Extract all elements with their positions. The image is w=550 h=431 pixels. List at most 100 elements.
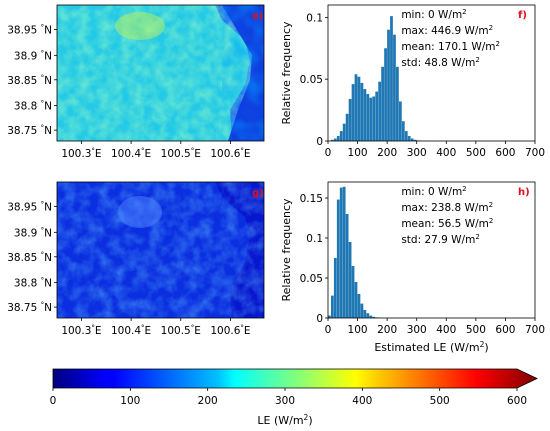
y-tick-label: 38.95 °N (7, 23, 52, 36)
x-tick-label: 600 (495, 324, 515, 336)
y-tick-label: 38.9 °N (14, 226, 52, 239)
stat-std: std: 27.9 W/m2 (401, 233, 479, 246)
x-tick-label: 200 (377, 147, 397, 159)
histogram-panel-f: 0 100 200 300 400 500 600 700 0 0.05 0.1 Relative f… (280, 4, 545, 159)
y-tick-label: 38.75 °N (7, 124, 52, 137)
x-tick-label: 700 (525, 324, 545, 336)
panel-label-g: g) (252, 188, 264, 199)
histogram-bar (348, 242, 352, 318)
colorbar-tick-label: 600 (507, 395, 527, 407)
colorbar-tick-label: 500 (430, 395, 450, 407)
y-tick-label: 38.85 °N (7, 74, 52, 87)
panel-label: f) (518, 10, 527, 21)
colorbar-gradient (52, 368, 538, 389)
histogram-bar (413, 139, 417, 141)
x-tick-label: 100.6°E (210, 147, 250, 160)
histogram-bar (396, 66, 399, 141)
x-tick-label: 100 (348, 324, 368, 336)
x-tick-label: 100.6°E (210, 324, 250, 337)
y-tick-label: 38.75 °N (7, 301, 52, 314)
plot-frame (327, 4, 536, 142)
x-tick-label: 400 (436, 324, 456, 336)
histogram-bar (360, 82, 364, 141)
map-g-x-axis: 100.3°E 100.4°E 100.5°E 100.6°E (61, 318, 251, 337)
histogram-bar (354, 74, 358, 141)
x-tick-label: 0 (325, 324, 332, 336)
x-tick-label: 100 (348, 147, 368, 159)
histogram-panel-h: 0 100 200 300 400 500 600 700 0 0.05 0.1 0.15 Relati… (280, 181, 545, 354)
y-tick-label: 38.8 °N (14, 277, 52, 290)
stat-max: max: 238.8 W/m2 (401, 201, 493, 214)
map-g-texture (57, 182, 264, 318)
histogram-bar (366, 313, 370, 318)
y-axis-label: Relative frequency (280, 21, 293, 125)
y-tick-label: 0.1 (306, 233, 323, 245)
map-g-y-axis: 38.95 °N 38.9 °N 38.85 °N 38.8 °N 38.75 °N (7, 200, 57, 314)
x-axis-label: Estimated LE (W/m2) (374, 340, 488, 354)
stat-max: max: 446.9 W/m2 (401, 24, 493, 37)
y-tick-label: 38.9 °N (14, 49, 52, 62)
histogram-bar (384, 48, 387, 141)
histogram-bar (398, 101, 402, 141)
histogram-bar (351, 266, 355, 318)
histogram-bar (328, 315, 331, 318)
colorbar-tick-label: 100 (120, 395, 140, 407)
histogram-bar (401, 121, 405, 141)
histogram-bar (336, 199, 340, 318)
histogram-bar (345, 113, 349, 141)
histogram-bar (375, 91, 379, 141)
histogram-bar (339, 187, 343, 318)
x-tick-label: 100.3°E (61, 147, 101, 160)
histogram-bar (372, 316, 376, 318)
colorbar-label: LE (W/m2) (257, 413, 312, 427)
histogram-bar (369, 315, 373, 318)
colorbar-tick-label: 400 (352, 395, 372, 407)
y-tick-label: 38.8 °N (14, 100, 52, 113)
histogram-bar (330, 139, 334, 141)
map-g-town (118, 196, 162, 228)
histogram-bar (351, 84, 355, 141)
y-tick-label: 0 (316, 136, 323, 148)
map-panel-g (57, 182, 264, 318)
x-tick-label: 400 (436, 147, 456, 159)
panel-label: h) (518, 187, 530, 198)
histogram-bar (336, 136, 340, 141)
map-e-x-axis: 100.3°E 100.4°E 100.5°E 100.6°E (61, 141, 251, 160)
map-e-cool-texture (222, 5, 264, 141)
histogram-bar (360, 303, 364, 318)
x-tick-label: 100.5°E (161, 147, 201, 160)
colorbar: 0 100 200 300 400 500 600 LE (W/m2) (50, 368, 538, 427)
map-e-y-axis: 38.95 °N 38.9 °N 38.85 °N 38.8 °N 38.75 °N (7, 23, 57, 137)
x-tick-label: 100.4°E (111, 147, 151, 160)
histogram-bar (357, 76, 361, 141)
histogram-bar (357, 294, 361, 318)
y-tick-label: 0.1 (306, 12, 323, 24)
map-e-hot-spot (115, 12, 165, 40)
x-tick-label: 500 (466, 324, 486, 336)
map-e-frame (56, 4, 265, 142)
y-axis-label: Relative frequency (280, 198, 293, 302)
y-tick-label: 38.95 °N (7, 200, 52, 213)
y-tick-label: 0.05 (300, 273, 323, 285)
histogram-bar (333, 138, 337, 141)
x-tick-label: 100.5°E (161, 324, 201, 337)
histogram-bar (378, 81, 382, 141)
colorbar-tick-label: 300 (275, 395, 295, 407)
histogram-bar (407, 136, 411, 141)
histogram-bar (363, 310, 367, 318)
histogram-bar (348, 98, 352, 141)
histogram-bar (393, 34, 396, 141)
x-tick-label: 100.3°E (61, 324, 101, 337)
stat-mean: mean: 170.1 W/m2 (401, 40, 500, 53)
histogram-bar (390, 16, 393, 141)
histogram-bar (387, 29, 390, 141)
y-tick-label: 0.05 (300, 74, 323, 86)
histogram-bar (404, 131, 408, 141)
map-panel-e (57, 5, 264, 141)
histogram-bar (342, 123, 346, 141)
histogram-bar (372, 96, 376, 141)
stat-min: min: 0 W/m2 (401, 185, 466, 198)
panel-label-e: e) (252, 11, 263, 22)
x-tick-label: 700 (525, 147, 545, 159)
